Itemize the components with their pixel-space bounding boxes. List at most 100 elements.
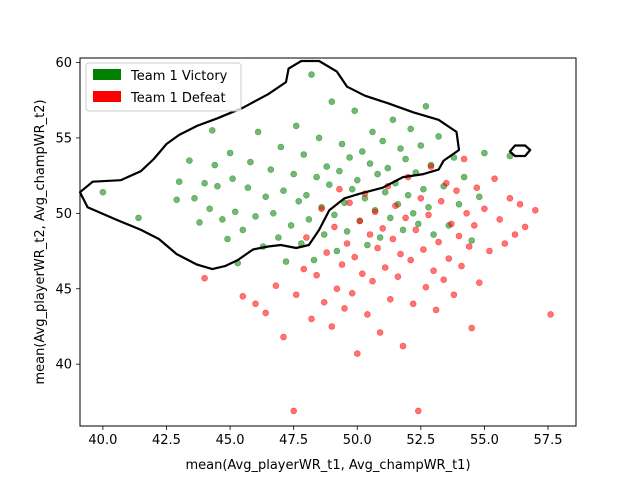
data-point xyxy=(325,181,333,188)
data-point xyxy=(389,116,397,124)
data-point xyxy=(239,292,247,300)
data-point xyxy=(470,222,478,229)
data-point xyxy=(473,184,481,191)
y-tick-label: 55 xyxy=(55,131,72,146)
points-layer xyxy=(99,71,554,415)
data-point xyxy=(481,205,488,213)
data-point xyxy=(369,277,376,285)
data-point xyxy=(407,125,415,133)
data-point xyxy=(364,311,371,318)
data-point xyxy=(420,246,427,253)
data-point xyxy=(343,240,351,247)
data-point xyxy=(173,196,180,204)
data-point xyxy=(376,329,384,336)
data-point xyxy=(386,295,394,303)
data-point xyxy=(425,211,432,219)
data-point xyxy=(422,103,430,110)
data-point xyxy=(435,133,442,140)
data-point xyxy=(496,216,504,223)
data-point xyxy=(397,250,404,258)
data-point xyxy=(287,222,295,229)
legend-label-defeat: Team 1 Defeat xyxy=(130,91,226,106)
data-point xyxy=(381,264,389,271)
data-point xyxy=(313,173,320,181)
data-point xyxy=(303,191,310,199)
data-point xyxy=(252,213,259,220)
density-contour-line xyxy=(508,144,532,158)
x-tick-label: 50.0 xyxy=(343,433,372,448)
data-point xyxy=(277,143,285,151)
data-point xyxy=(226,149,234,157)
data-point xyxy=(437,198,445,205)
data-point xyxy=(455,201,463,208)
data-point xyxy=(366,231,374,238)
data-point xyxy=(374,244,381,252)
data-point xyxy=(338,140,346,148)
data-point xyxy=(328,323,336,330)
data-point xyxy=(435,238,442,246)
data-point xyxy=(313,271,320,279)
legend-label-victory: Team 1 Victory xyxy=(130,69,228,84)
y-tick-label: 45 xyxy=(55,282,72,297)
data-point xyxy=(392,202,399,210)
data-point xyxy=(254,128,262,136)
data-point xyxy=(308,315,315,323)
data-point xyxy=(486,247,493,255)
data-point xyxy=(404,191,412,199)
data-point xyxy=(196,219,203,226)
data-point xyxy=(468,324,476,332)
data-point xyxy=(224,235,231,243)
data-point xyxy=(201,179,208,187)
data-point xyxy=(417,142,425,149)
data-point xyxy=(318,205,325,213)
data-point xyxy=(432,306,440,314)
data-point xyxy=(412,226,420,234)
data-point xyxy=(320,298,328,306)
data-point xyxy=(506,195,514,202)
data-point xyxy=(267,166,275,173)
data-point xyxy=(353,176,361,184)
data-point xyxy=(175,178,183,185)
data-point xyxy=(252,300,259,308)
plot-frame xyxy=(79,57,577,427)
data-point xyxy=(402,155,409,163)
data-point xyxy=(468,237,476,244)
data-point xyxy=(295,198,303,205)
data-point xyxy=(521,223,529,231)
data-point xyxy=(407,256,415,264)
data-point xyxy=(341,305,348,312)
data-point xyxy=(394,273,402,281)
legend-swatch-victory xyxy=(93,69,121,80)
data-point xyxy=(300,151,308,158)
data-point xyxy=(351,107,359,115)
legend: Team 1 Victory Team 1 Defeat xyxy=(85,62,242,112)
y-axis: 40 45 50 55 60 xyxy=(55,56,80,373)
data-point xyxy=(381,188,389,196)
data-point xyxy=(491,175,498,182)
data-point xyxy=(399,226,407,234)
data-point xyxy=(475,193,483,201)
data-point xyxy=(458,262,465,270)
data-point xyxy=(379,225,387,232)
data-point xyxy=(206,205,213,213)
data-point xyxy=(389,235,397,243)
data-point xyxy=(371,208,379,216)
data-point xyxy=(333,285,341,293)
data-point xyxy=(320,231,328,238)
data-point xyxy=(417,195,425,202)
data-point xyxy=(475,279,483,287)
data-point xyxy=(303,234,310,241)
data-point xyxy=(219,216,226,223)
data-point xyxy=(191,195,198,202)
data-point xyxy=(244,184,252,191)
data-point xyxy=(420,185,427,193)
data-point xyxy=(379,137,387,145)
data-point xyxy=(414,220,422,228)
data-point xyxy=(402,214,409,222)
data-point xyxy=(481,149,488,157)
data-point xyxy=(386,214,394,222)
data-point xyxy=(214,182,221,190)
data-point xyxy=(282,258,290,265)
x-tick-label: 57.5 xyxy=(534,433,563,448)
